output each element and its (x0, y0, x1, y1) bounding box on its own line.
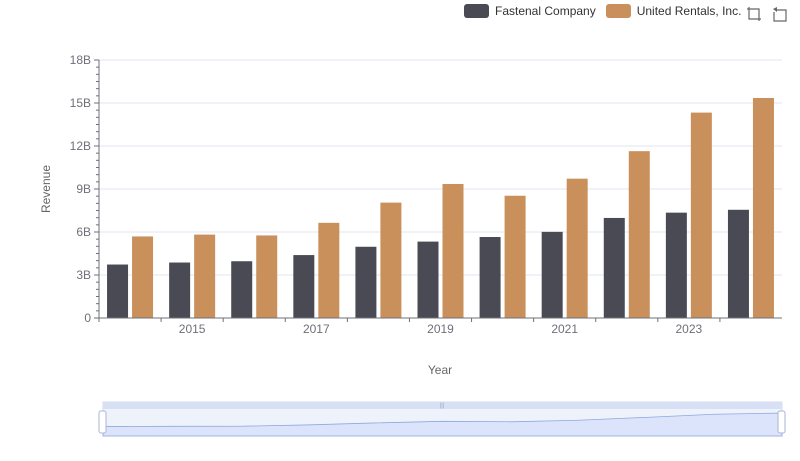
x-tick-label: 2023 (676, 322, 703, 336)
y-tick-label: 18B (70, 53, 91, 67)
legend-swatch-united-rentals (605, 4, 631, 18)
bar-fastenal-2016[interactable] (231, 261, 253, 318)
zoom-icon[interactable] (746, 6, 762, 22)
bar-united-rentals-2018[interactable] (380, 202, 402, 318)
bar-fastenal-2020[interactable] (479, 237, 501, 318)
bar-fastenal-2014[interactable] (107, 264, 129, 318)
zoom-handle-right[interactable] (777, 410, 786, 434)
x-axis-title: Year (428, 363, 452, 377)
y-tick-label: 15B (70, 96, 91, 110)
y-tick-label: 0 (84, 311, 91, 325)
bar-fastenal-2022[interactable] (603, 217, 625, 318)
bar-fastenal-2024[interactable] (727, 209, 749, 318)
bar-united-rentals-2014[interactable] (132, 236, 154, 318)
bar-united-rentals-2023[interactable] (690, 112, 712, 318)
y-tick-label: 9B (76, 182, 91, 196)
y-axis-title: Revenue (39, 165, 53, 213)
zoom-grip-icon[interactable]: ||| (440, 403, 445, 409)
x-axis-ticks: 2015 2017 2019 2021 2023 (98, 318, 721, 336)
x-tick-label: 2019 (427, 322, 454, 336)
bar-fastenal-2017[interactable] (293, 255, 315, 318)
y-tick-label: 6B (76, 225, 91, 239)
legend-item-fastenal[interactable]: Fastenal Company (464, 4, 596, 18)
bar-united-rentals-2017[interactable] (318, 222, 340, 318)
x-tick-label: 2017 (303, 322, 330, 336)
x-tick-label: 2015 (179, 322, 206, 336)
bar-united-rentals-2016[interactable] (256, 235, 278, 318)
toolbox (746, 6, 788, 22)
legend-item-united-rentals[interactable]: United Rentals, Inc. (605, 4, 742, 18)
y-tick-label: 3B (76, 268, 91, 282)
bar-united-rentals-2022[interactable] (628, 151, 650, 318)
bar-fastenal-2021[interactable] (541, 231, 563, 318)
bar-fastenal-2023[interactable] (665, 212, 687, 318)
data-zoom-slider[interactable]: ||| (98, 401, 786, 437)
zoom-preview-area (102, 412, 783, 437)
y-tick-label: 12B (70, 139, 91, 153)
bar-fastenal-2019[interactable] (417, 241, 439, 318)
bar-united-rentals-2019[interactable] (442, 183, 464, 318)
legend-label-united-rentals: United Rentals, Inc. (636, 4, 742, 18)
bar-united-rentals-2015[interactable] (194, 234, 216, 318)
bar-fastenal-2015[interactable] (169, 262, 191, 318)
y-axis-ticks: 0 3B 6B 9B 12B 15B 18B (70, 53, 99, 325)
x-tick-label: 2021 (551, 322, 578, 336)
bar-fastenal-2018[interactable] (355, 246, 377, 318)
legend-label-fastenal: Fastenal Company (495, 4, 596, 18)
bar-united-rentals-2021[interactable] (566, 178, 588, 318)
bar-series (107, 97, 774, 318)
legend-swatch-fastenal (464, 4, 489, 18)
zoom-top-bar[interactable] (103, 402, 782, 409)
bar-united-rentals-2024[interactable] (752, 97, 774, 318)
restore-icon[interactable] (772, 6, 788, 22)
zoom-handle-left[interactable] (98, 410, 107, 434)
legend: Fastenal Company United Rentals, Inc. (464, 4, 741, 18)
bar-united-rentals-2020[interactable] (504, 195, 526, 318)
